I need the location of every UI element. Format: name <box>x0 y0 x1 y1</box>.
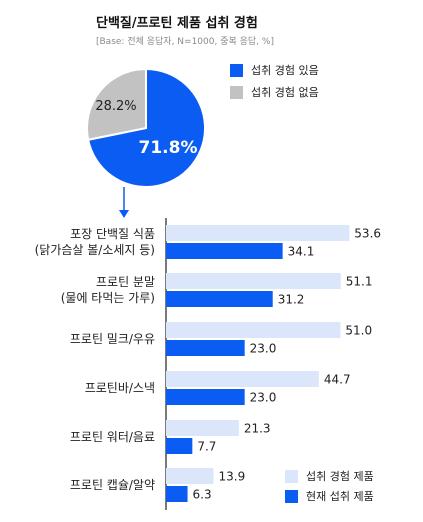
category-label: 프로틴바/스낵 <box>85 381 155 395</box>
pie-slice-label: 71.8% <box>139 138 198 158</box>
bar-experienced <box>166 371 319 387</box>
legend-swatch <box>285 489 298 503</box>
data-label: 6.3 <box>193 488 212 502</box>
connector-arrow-head <box>119 210 129 218</box>
bar-experienced <box>166 468 214 484</box>
data-label: 51.0 <box>345 324 372 338</box>
data-label: 21.3 <box>244 422 271 436</box>
bar-legend-item-experienced: 섭취 경험 제품 <box>285 468 374 484</box>
bar-current <box>166 389 245 405</box>
data-label: 31.2 <box>278 293 305 307</box>
pie-slice-1 <box>86 67 147 141</box>
legend-label: 섭취 경험 없음 <box>251 86 319 99</box>
bar-legend-item-current: 현재 섭취 제품 <box>285 488 374 504</box>
pie-legend-item-experienced: 섭취 경험 있음 <box>230 62 319 78</box>
pie-legend-item-not-experienced: 섭취 경험 없음 <box>230 84 319 100</box>
chart-subtitle: [Base: 전체 응답자, N=1000, 중복 응답, %] <box>96 37 274 47</box>
legend-label: 섭취 경험 제품 <box>306 470 374 483</box>
data-label: 44.7 <box>324 373 351 387</box>
bar-experienced <box>166 420 239 436</box>
category-label: 프로틴 워터/음료 <box>70 430 155 444</box>
pie-slice-label: 28.2% <box>95 99 136 114</box>
data-label: 23.0 <box>250 342 277 356</box>
bar-legend: 섭취 경험 제품 현재 섭취 제품 <box>285 468 374 508</box>
bar-experienced <box>166 225 350 241</box>
legend-swatch <box>230 63 243 77</box>
category-label: (물에 타먹는 가루) <box>61 291 155 305</box>
category-label: 프로틴 캡슐/알약 <box>70 477 155 492</box>
bar-current <box>166 486 188 502</box>
bar-current <box>166 291 273 307</box>
data-label: 7.7 <box>197 440 216 454</box>
bar-experienced <box>166 273 341 289</box>
chart-title: 단백질/프로틴 제품 섭취 경험 <box>96 16 258 31</box>
category-label: 포장 단백질 식품 <box>70 227 155 241</box>
legend-label: 현재 섭취 제품 <box>306 490 374 503</box>
legend-swatch <box>285 469 298 483</box>
bar-current <box>166 340 245 356</box>
bar-current <box>166 438 193 454</box>
bar-experienced <box>166 322 341 338</box>
category-label: 프로틴 밀크/우유 <box>70 332 155 346</box>
legend-swatch <box>230 85 243 99</box>
category-label: 프로틴 분말 <box>96 275 155 289</box>
legend-label: 섭취 경험 있음 <box>251 64 319 77</box>
data-label: 34.1 <box>288 245 315 259</box>
pie-legend: 섭취 경험 있음 섭취 경험 없음 <box>230 62 319 106</box>
data-label: 23.0 <box>250 391 277 405</box>
data-label: 53.6 <box>354 227 381 241</box>
bar-current <box>166 243 283 259</box>
category-label: (닭가슴살 볼/소세지 등) <box>35 243 155 257</box>
data-label: 13.9 <box>219 470 246 484</box>
data-label: 51.1 <box>346 275 373 289</box>
